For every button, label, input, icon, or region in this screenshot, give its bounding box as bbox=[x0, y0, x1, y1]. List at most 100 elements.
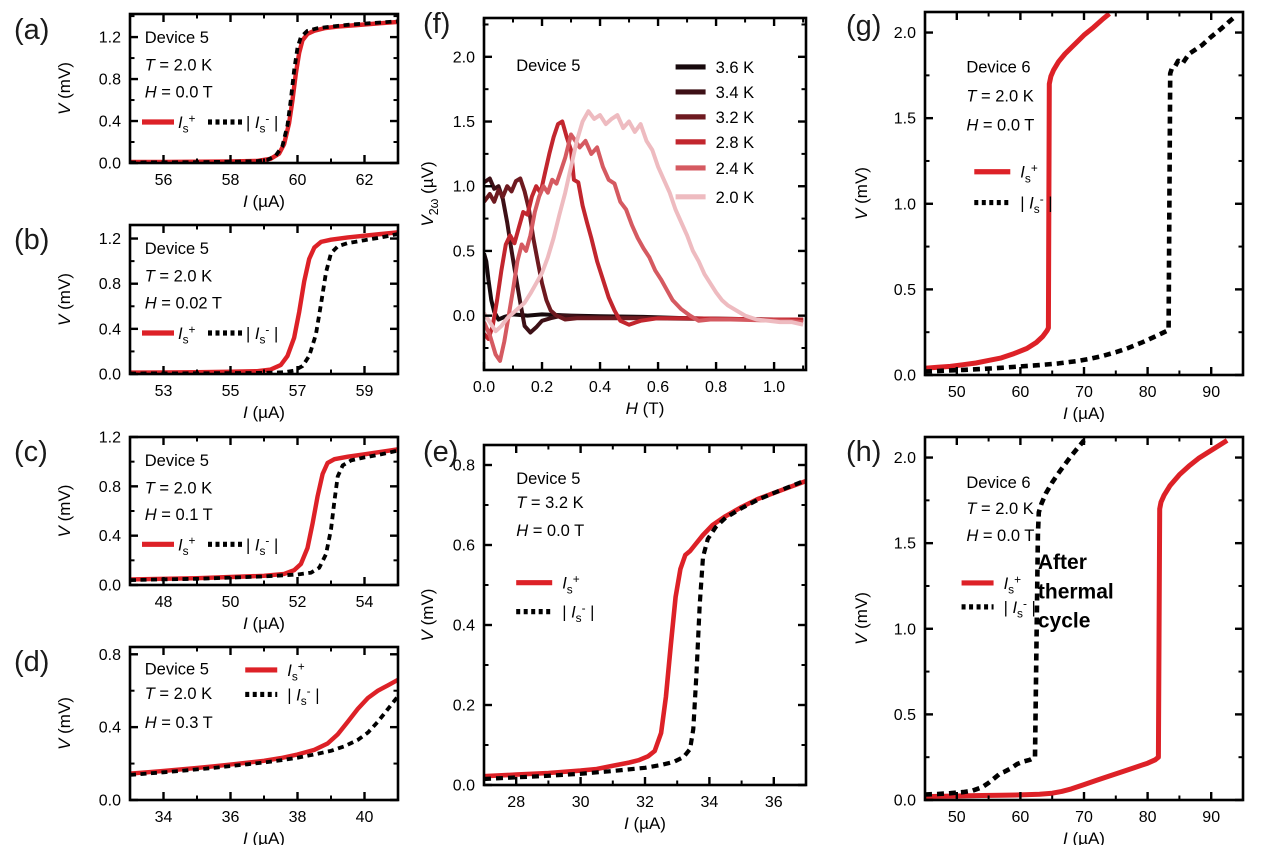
panel-b-label: (b) bbox=[14, 224, 50, 256]
svg-text:3.2 K: 3.2 K bbox=[716, 109, 755, 127]
panel-f-label: (f) bbox=[423, 8, 451, 40]
svg-text:0.4: 0.4 bbox=[99, 114, 121, 131]
svg-text:Is+: Is+ bbox=[1020, 161, 1038, 185]
svg-text:Is+: Is+ bbox=[1004, 572, 1022, 596]
svg-text:28: 28 bbox=[507, 794, 525, 811]
svg-text:T = 2.0 K: T = 2.0 K bbox=[145, 479, 212, 497]
panel-g-label: (g) bbox=[846, 10, 882, 42]
svg-text:Device 5: Device 5 bbox=[145, 452, 209, 470]
panel-h-label: (h) bbox=[846, 436, 882, 468]
svg-text:| Is- |: | Is- | bbox=[1004, 596, 1036, 620]
svg-text:60: 60 bbox=[1012, 384, 1030, 401]
svg-text:H = 0.1 T: H = 0.1 T bbox=[145, 506, 213, 524]
svg-text:0.0: 0.0 bbox=[894, 368, 916, 385]
svg-text:V (mV): V (mV) bbox=[55, 273, 74, 326]
svg-text:90: 90 bbox=[1202, 809, 1220, 826]
svg-text:1.5: 1.5 bbox=[894, 536, 916, 553]
svg-text:I (µA): I (µA) bbox=[1063, 829, 1105, 845]
svg-text:Device 6: Device 6 bbox=[966, 474, 1030, 492]
svg-text:38: 38 bbox=[289, 809, 307, 826]
svg-text:80: 80 bbox=[1139, 809, 1157, 826]
svg-text:Device 5: Device 5 bbox=[145, 660, 209, 678]
svg-text:Device 5: Device 5 bbox=[516, 470, 580, 488]
svg-text:V2ω (µV): V2ω (µV) bbox=[420, 161, 441, 226]
svg-text:56: 56 bbox=[155, 172, 173, 189]
svg-text:V (mV): V (mV) bbox=[55, 485, 74, 538]
panel-a-chart: 56 58 60 62 0.0 0.4 0.8 1.2 I (µA) V (mV) Device 5… bbox=[55, 12, 400, 211]
svg-text:V (mV): V (mV) bbox=[55, 697, 74, 750]
svg-text:H = 0.0 T: H = 0.0 T bbox=[966, 117, 1034, 135]
svg-text:59: 59 bbox=[356, 383, 374, 400]
svg-text:0.4: 0.4 bbox=[99, 528, 121, 545]
panel-d-label: (d) bbox=[14, 646, 50, 678]
svg-text:0.0: 0.0 bbox=[453, 778, 475, 795]
svg-text:1.2: 1.2 bbox=[99, 30, 121, 47]
panel-g: (g) 50 60 70 80 90 0.0 0.5 1.0 1.5 2.0 I (µA) V (mV… bbox=[845, 0, 1268, 422]
svg-text:Is+: Is+ bbox=[562, 572, 580, 596]
svg-text:0.0: 0.0 bbox=[99, 367, 121, 384]
svg-text:50: 50 bbox=[948, 809, 966, 826]
svg-text:| Is- |: | Is- | bbox=[246, 111, 278, 135]
svg-text:0.0: 0.0 bbox=[99, 156, 121, 173]
svg-text:62: 62 bbox=[356, 172, 374, 189]
svg-text:40: 40 bbox=[356, 809, 374, 826]
panel-a-label: (a) bbox=[14, 14, 50, 46]
svg-text:T = 2.0 K: T = 2.0 K bbox=[145, 57, 212, 75]
svg-text:T = 2.0 K: T = 2.0 K bbox=[145, 268, 212, 286]
panel-c: (c) 48 50 52 54 0.0 0.4 0.8 1.2 I (µA) V (mV) Devi… bbox=[0, 422, 420, 633]
svg-text:70: 70 bbox=[1075, 384, 1093, 401]
svg-text:0.0: 0.0 bbox=[453, 308, 475, 325]
svg-text:0.8: 0.8 bbox=[99, 72, 121, 89]
panel-f: (f) 0.0 0.2 0.4 0.6 0.8 1.0 0.0 0.5 1.0 1.5 2.0 H (… bbox=[420, 0, 845, 422]
svg-text:50: 50 bbox=[222, 594, 240, 611]
svg-text:cycle: cycle bbox=[1038, 609, 1091, 632]
svg-text:V (mV): V (mV) bbox=[55, 62, 74, 115]
svg-text:Device 6: Device 6 bbox=[966, 58, 1030, 76]
svg-text:2.0 K: 2.0 K bbox=[716, 189, 755, 207]
svg-text:T = 2.0 K: T = 2.0 K bbox=[966, 87, 1033, 105]
svg-text:I (µA): I (µA) bbox=[243, 614, 285, 633]
svg-text:1.0: 1.0 bbox=[894, 621, 916, 638]
svg-text:H (T): H (T) bbox=[626, 399, 665, 418]
svg-text:1.0: 1.0 bbox=[453, 179, 475, 196]
svg-text:2.0: 2.0 bbox=[894, 25, 916, 42]
svg-text:34: 34 bbox=[155, 809, 173, 826]
svg-text:0.4: 0.4 bbox=[453, 618, 475, 635]
svg-text:60: 60 bbox=[1012, 809, 1030, 826]
svg-text:thermal: thermal bbox=[1038, 580, 1114, 603]
svg-text:I (µA): I (µA) bbox=[1063, 404, 1105, 422]
svg-text:50: 50 bbox=[948, 384, 966, 401]
svg-text:V (mV): V (mV) bbox=[420, 589, 437, 642]
panel-e-label: (e) bbox=[423, 436, 459, 468]
svg-text:H = 0.0 T: H = 0.0 T bbox=[516, 522, 584, 540]
panel-a: (a) 56 58 60 62 0.0 0.4 0.8 1.2 I (µA) V (mV) Devi… bbox=[0, 0, 420, 211]
svg-text:0.0: 0.0 bbox=[894, 793, 916, 810]
svg-text:T = 3.2 K: T = 3.2 K bbox=[516, 494, 583, 512]
svg-text:I (µA): I (µA) bbox=[243, 192, 285, 211]
svg-text:Is+: Is+ bbox=[178, 534, 196, 558]
svg-text:34: 34 bbox=[701, 794, 719, 811]
svg-text:36: 36 bbox=[222, 809, 240, 826]
svg-text:53: 53 bbox=[155, 383, 173, 400]
svg-text:36: 36 bbox=[765, 794, 783, 811]
svg-text:1.0: 1.0 bbox=[763, 379, 785, 396]
panel-d-chart: 34 36 38 40 0.0 0.4 0.8 I (µA) V (mV) Device 5 T =… bbox=[55, 645, 400, 845]
svg-text:0.0: 0.0 bbox=[99, 793, 121, 810]
svg-text:0.6: 0.6 bbox=[453, 538, 475, 555]
svg-text:0.8: 0.8 bbox=[99, 479, 121, 496]
svg-text:0.5: 0.5 bbox=[453, 243, 475, 260]
svg-text:1.5: 1.5 bbox=[453, 114, 475, 131]
svg-text:0.8: 0.8 bbox=[99, 276, 121, 293]
svg-text:| Is- |: | Is- | bbox=[246, 322, 278, 346]
panel-b: (b) 53 55 57 59 0.0 0.4 0.8 1.2 I (µA) V (mV) Devi… bbox=[0, 211, 420, 422]
svg-text:| Is- |: | Is- | bbox=[246, 534, 278, 558]
svg-text:1.2: 1.2 bbox=[99, 231, 121, 248]
svg-text:| Is- |: | Is- | bbox=[562, 601, 594, 625]
svg-text:58: 58 bbox=[222, 172, 240, 189]
svg-text:1.0: 1.0 bbox=[894, 196, 916, 213]
svg-text:55: 55 bbox=[222, 383, 240, 400]
svg-text:52: 52 bbox=[289, 594, 307, 611]
svg-text:H = 0.02 T: H = 0.02 T bbox=[145, 294, 222, 312]
svg-text:2.0: 2.0 bbox=[453, 49, 475, 66]
svg-text:H = 0.0 T: H = 0.0 T bbox=[145, 83, 213, 101]
